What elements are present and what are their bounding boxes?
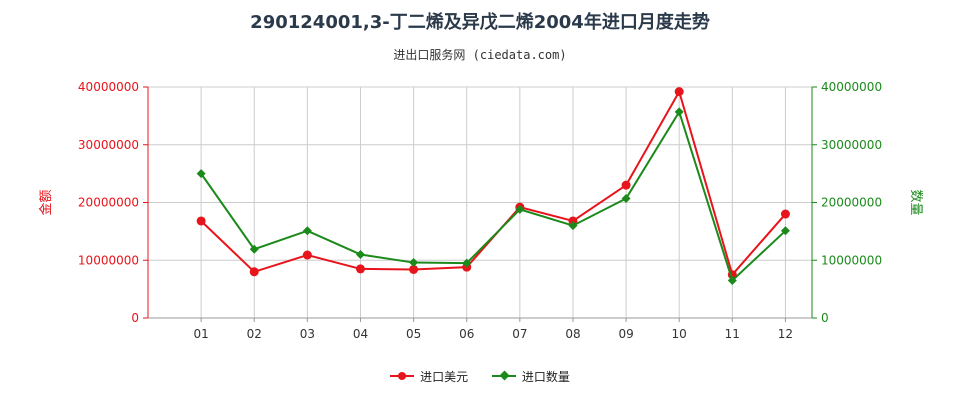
data-point-left [409, 264, 419, 274]
data-point-left [302, 250, 312, 260]
data-point-right [409, 258, 419, 268]
data-point-right [196, 169, 206, 179]
data-point-right [780, 226, 790, 236]
chart-subtitle: 进出口服务网 (ciedata.com) [393, 48, 567, 62]
data-point-right [462, 258, 472, 268]
data-point-left [621, 180, 631, 190]
x-tick-label: 11 [725, 327, 740, 341]
x-tick-label: 02 [247, 327, 262, 341]
y-tick-label-left: 40000000 [78, 80, 139, 94]
data-point-right [302, 226, 312, 236]
y-tick-label-right: 0 [821, 311, 829, 325]
legend-swatch-left [390, 372, 415, 380]
y-axis-title-right: 数量 [908, 189, 923, 215]
data-point-left [249, 267, 259, 277]
y-tick-label-left: 20000000 [78, 196, 139, 210]
data-point-right [355, 249, 365, 259]
legend-swatch-right [491, 370, 516, 381]
x-tick-label: 04 [353, 327, 368, 341]
y-tick-label-right: 30000000 [821, 138, 882, 152]
x-tick-label: 01 [193, 327, 208, 341]
data-point-left [568, 216, 578, 226]
data-point-left [355, 264, 365, 274]
series-line-1 [200, 109, 787, 283]
legend-label-right: 进口数量 [521, 369, 570, 384]
x-tick-label: 03 [300, 327, 315, 341]
x-tick-label: 12 [778, 327, 793, 341]
legend-label-left: 进口美元 [420, 369, 469, 384]
y-tick-label-right: 10000000 [821, 253, 882, 267]
data-point-left [674, 87, 684, 97]
data-point-right [515, 204, 525, 214]
data-point-left [780, 209, 790, 219]
legend-item-left[interactable]: 进口美元 [390, 368, 468, 385]
x-tick-label: 08 [565, 327, 580, 341]
data-point-left [196, 216, 206, 226]
legend: 进口美元 进口数量 [0, 366, 960, 385]
x-tick-label: 07 [512, 327, 527, 341]
y-tick-label-right: 40000000 [821, 80, 882, 94]
y-axis-title-left: 金额 [38, 189, 54, 215]
data-point-right [249, 244, 259, 254]
data-point-right [727, 275, 737, 285]
x-tick-label: 05 [406, 327, 421, 341]
x-tick-label: 10 [672, 327, 687, 341]
y-tick-label-left: 0 [131, 311, 139, 325]
data-point-right [568, 221, 578, 231]
y-tick-label-right: 20000000 [821, 196, 882, 210]
x-tick-label: 06 [459, 327, 474, 341]
y-tick-label-left: 10000000 [78, 253, 139, 267]
y-tick-label-left: 30000000 [78, 138, 139, 152]
series-line-0 [200, 89, 787, 277]
data-point-right [674, 107, 684, 117]
data-point-right [621, 193, 631, 203]
chart-title: 290124001,3-丁二烯及异戊二烯2004年进口月度走势 [250, 12, 710, 33]
x-tick-label: 09 [618, 327, 633, 341]
legend-item-right[interactable]: 进口数量 [491, 368, 570, 385]
